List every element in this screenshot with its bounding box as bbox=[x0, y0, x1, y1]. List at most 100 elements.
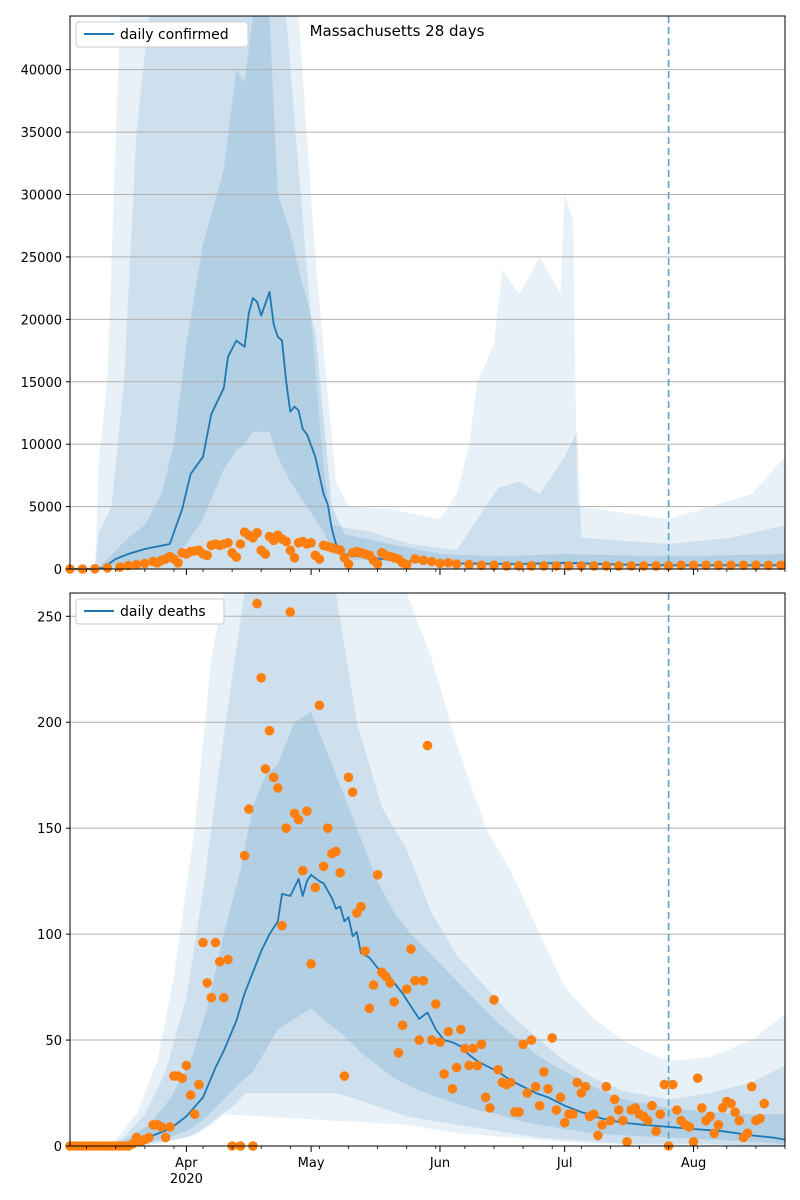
deaths-y-tick-label: 100 bbox=[37, 928, 62, 943]
deaths-data-point bbox=[356, 901, 366, 912]
confirmed-data-point bbox=[252, 528, 262, 538]
confirmed-data-point bbox=[638, 561, 649, 571]
confirmed-data-point bbox=[140, 558, 150, 569]
deaths-data-point bbox=[684, 1122, 695, 1132]
x-tick-label: May bbox=[298, 1156, 325, 1171]
deaths-legend-label: daily deaths bbox=[120, 604, 206, 620]
confirmed-y-tick-label: 25000 bbox=[21, 251, 62, 266]
deaths-data-point bbox=[343, 772, 354, 783]
deaths-y-tick-label: 0 bbox=[54, 1140, 62, 1155]
deaths-y-tick-label: 250 bbox=[37, 610, 62, 625]
deaths-data-point bbox=[522, 1088, 533, 1098]
deaths-data-point bbox=[568, 1109, 578, 1119]
deaths-data-point bbox=[456, 1024, 466, 1035]
deaths-data-point bbox=[659, 1079, 670, 1090]
confirmed-data-point bbox=[401, 559, 412, 570]
deaths-data-point bbox=[589, 1109, 599, 1119]
confirmed-data-point bbox=[663, 561, 674, 571]
deaths-data-point bbox=[485, 1103, 495, 1113]
deaths-band-middle bbox=[70, 593, 785, 1146]
confirmed-data-point bbox=[231, 552, 242, 562]
chart-title: Massachusetts 28 days bbox=[310, 22, 485, 40]
deaths-data-point bbox=[372, 870, 383, 880]
confirmed-data-point bbox=[601, 561, 612, 571]
deaths-data-point bbox=[530, 1081, 541, 1092]
confirmed-band-inner bbox=[70, 16, 785, 569]
deaths-data-point bbox=[160, 1132, 171, 1143]
deaths-data-point bbox=[431, 999, 441, 1009]
deaths-data-point bbox=[746, 1081, 757, 1092]
deaths-data-point bbox=[293, 814, 304, 825]
confirmed-data-point bbox=[476, 560, 487, 571]
deaths-data-point bbox=[439, 1069, 449, 1079]
confirmed-data-point bbox=[102, 563, 113, 573]
deaths-data-point bbox=[339, 1071, 350, 1081]
deaths-data-point bbox=[601, 1081, 612, 1092]
deaths-legend: daily deaths bbox=[75, 598, 225, 625]
confirmed-band-outer bbox=[70, 16, 785, 569]
deaths-data-point bbox=[655, 1109, 666, 1119]
deaths-data-point bbox=[505, 1077, 516, 1088]
deaths-data-point bbox=[260, 764, 271, 774]
confirmed-data-point bbox=[501, 561, 512, 571]
confirmed-y-tick-label: 15000 bbox=[21, 376, 62, 391]
deaths-band-outer bbox=[70, 593, 785, 1146]
deaths-data-point bbox=[605, 1115, 616, 1126]
confirmed-data-point bbox=[426, 556, 437, 567]
deaths-data-point bbox=[401, 984, 412, 994]
deaths-data-point bbox=[526, 1035, 537, 1045]
confirmed-data-point bbox=[726, 560, 736, 571]
deaths-data-point bbox=[551, 1105, 562, 1115]
deaths-axes-frame bbox=[69, 592, 786, 1147]
deaths-data-point bbox=[277, 920, 287, 931]
deaths-y-tick-label: 150 bbox=[37, 822, 62, 837]
confirmed-data-point bbox=[451, 559, 462, 569]
deaths-band-inner bbox=[70, 711, 785, 1146]
confirmed-data-point bbox=[551, 561, 562, 571]
deaths-data-point bbox=[306, 959, 316, 969]
confirmed-data-point bbox=[564, 561, 574, 571]
deaths-data-point bbox=[688, 1137, 699, 1147]
deaths-data-point bbox=[668, 1079, 678, 1090]
deaths-data-point bbox=[618, 1115, 628, 1126]
deaths-data-point bbox=[264, 725, 275, 736]
deaths-data-point bbox=[464, 1060, 474, 1071]
deaths-data-point bbox=[460, 1043, 470, 1054]
confirmed-gridlines bbox=[70, 69, 785, 508]
deaths-y-axis: 0 50 100 150 200 250 bbox=[37, 610, 70, 1155]
confirmed-legend-box bbox=[75, 21, 249, 48]
deaths-data-point bbox=[422, 740, 433, 751]
deaths-data-point bbox=[256, 673, 267, 683]
deaths-data-point bbox=[609, 1094, 620, 1105]
confirmed-data-point bbox=[613, 561, 624, 571]
deaths-data-point bbox=[414, 1035, 425, 1045]
deaths-data-point bbox=[194, 1079, 204, 1090]
deaths-data-point bbox=[643, 1115, 653, 1126]
deaths-data-point bbox=[593, 1130, 603, 1141]
confirmed-y-tick-label: 35000 bbox=[21, 126, 62, 141]
confirmed-y-axis: 0 5000 10000 15000 20000 25000 30000 35000 40000 bbox=[21, 64, 70, 578]
deaths-data-point bbox=[539, 1067, 549, 1077]
deaths-data-point bbox=[281, 823, 292, 833]
x-tick-label: Jul bbox=[556, 1156, 573, 1171]
deaths-data-point bbox=[726, 1098, 736, 1109]
deaths-data-point bbox=[426, 1035, 437, 1045]
deaths-data-point bbox=[406, 944, 416, 954]
confirmed-data-point bbox=[626, 561, 636, 571]
confirmed-axes-frame bbox=[69, 15, 786, 570]
deaths-data-point bbox=[755, 1113, 765, 1124]
x-tick-label: Apr bbox=[175, 1156, 198, 1171]
deaths-data-point bbox=[692, 1073, 703, 1083]
confirmed-data-point bbox=[776, 560, 786, 571]
confirmed-data-point bbox=[173, 558, 183, 568]
deaths-data-point bbox=[385, 978, 395, 988]
deaths-data-point bbox=[347, 787, 358, 797]
confirmed-data-point bbox=[285, 545, 296, 556]
deaths-data-point bbox=[189, 1109, 200, 1119]
deaths-data-point bbox=[730, 1107, 740, 1117]
deaths-data-point bbox=[410, 975, 420, 986]
confirmed-data-point bbox=[131, 559, 142, 570]
